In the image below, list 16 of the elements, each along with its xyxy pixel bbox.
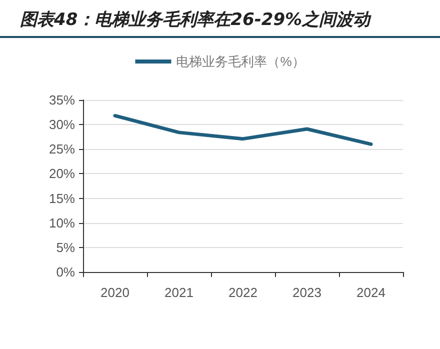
x-tick-label: 2024 [356,285,386,300]
y-tick-label: 30% [48,117,76,132]
y-tick-label: 20% [48,166,76,182]
y-tick-label: 25% [48,142,76,157]
line-series [113,114,373,146]
legend-label: 电梯业务毛利率（%） [176,54,305,69]
y-tick-label: 35% [48,92,76,108]
x-tick-label: 2020 [100,285,130,300]
y-tick-label: 10% [48,215,76,230]
y-tick-label: 0% [56,264,76,280]
chart-title: 图表48：电梯业务毛利率在26-29%之间波动 [20,9,370,31]
y-tick-label: 15% [48,190,76,206]
y-tick-label: 5% [56,240,76,255]
x-tick-label: 2023 [292,285,322,300]
x-tick-label: 2022 [228,285,258,300]
x-tick-label: 2021 [164,285,194,300]
